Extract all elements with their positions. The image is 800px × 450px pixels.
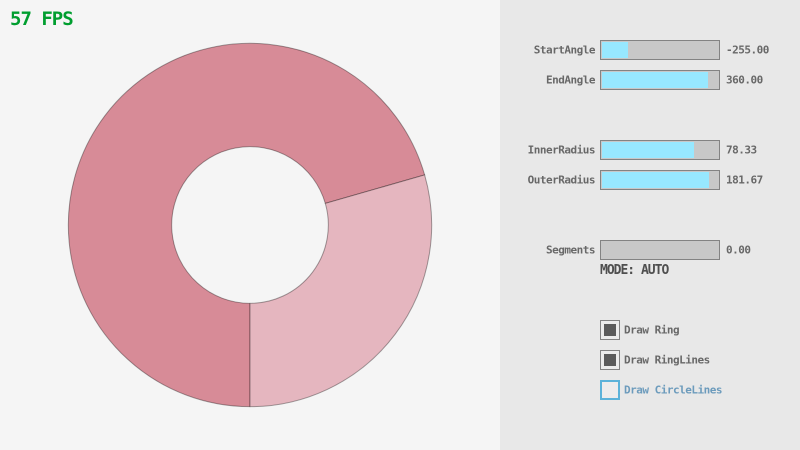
ring-double-pass-sector [67,42,426,408]
checkbox-row-draw-ringlines: Draw RingLines [500,350,800,370]
segments-slider[interactable] [600,240,720,260]
draw-circlelines-label: Draw CircleLines [624,383,722,397]
control-panel: StartAngle -255.00 EndAngle 360.00 Inner… [500,0,800,450]
checkbox-row-draw-circlelines: Draw CircleLines [500,380,800,400]
ring-single-pass-sector [249,174,433,408]
start-angle-slider-fill [602,42,628,58]
slider-row-inner-radius: InnerRadius 78.33 [500,140,800,160]
ring-chart [67,42,433,408]
slider-row-outer-radius: OuterRadius 181.67 [500,170,800,190]
segments-mode-label: MODE: AUTO [600,263,669,278]
end-angle-slider-fill [602,72,709,88]
slider-row-end-angle: EndAngle 360.00 [500,70,800,90]
start-angle-label: StartAngle [533,43,596,57]
outer-radius-label: OuterRadius [527,173,596,187]
segments-value: 0.00 [726,243,751,257]
inner-radius-slider-fill [602,142,695,158]
start-angle-value: -255.00 [726,43,769,57]
draw-ringlines-label: Draw RingLines [624,353,710,367]
segments-label: Segments [546,243,595,257]
end-angle-value: 360.00 [726,73,763,87]
slider-row-start-angle: StartAngle -255.00 [500,40,800,60]
draw-ring-label: Draw Ring [624,323,680,337]
outer-radius-slider-fill [602,172,710,188]
inner-radius-slider[interactable] [600,140,720,160]
end-angle-label: EndAngle [546,73,595,87]
checkbox-row-draw-ring: Draw Ring [500,320,800,340]
draw-ringlines-checkbox-mark [604,354,616,366]
draw-circlelines-checkbox[interactable] [600,380,620,400]
inner-radius-label: InnerRadius [527,143,596,157]
end-angle-slider[interactable] [600,70,720,90]
start-angle-slider[interactable] [600,40,720,60]
draw-ring-checkbox[interactable] [600,320,620,340]
slider-row-segments: Segments 0.00 [500,240,800,260]
fps-counter: 57 FPS [10,8,74,30]
outer-radius-slider[interactable] [600,170,720,190]
draw-ring-checkbox-mark [604,324,616,336]
outer-radius-value: 181.67 [726,173,763,187]
draw-ringlines-checkbox[interactable] [600,350,620,370]
inner-radius-value: 78.33 [726,143,757,157]
